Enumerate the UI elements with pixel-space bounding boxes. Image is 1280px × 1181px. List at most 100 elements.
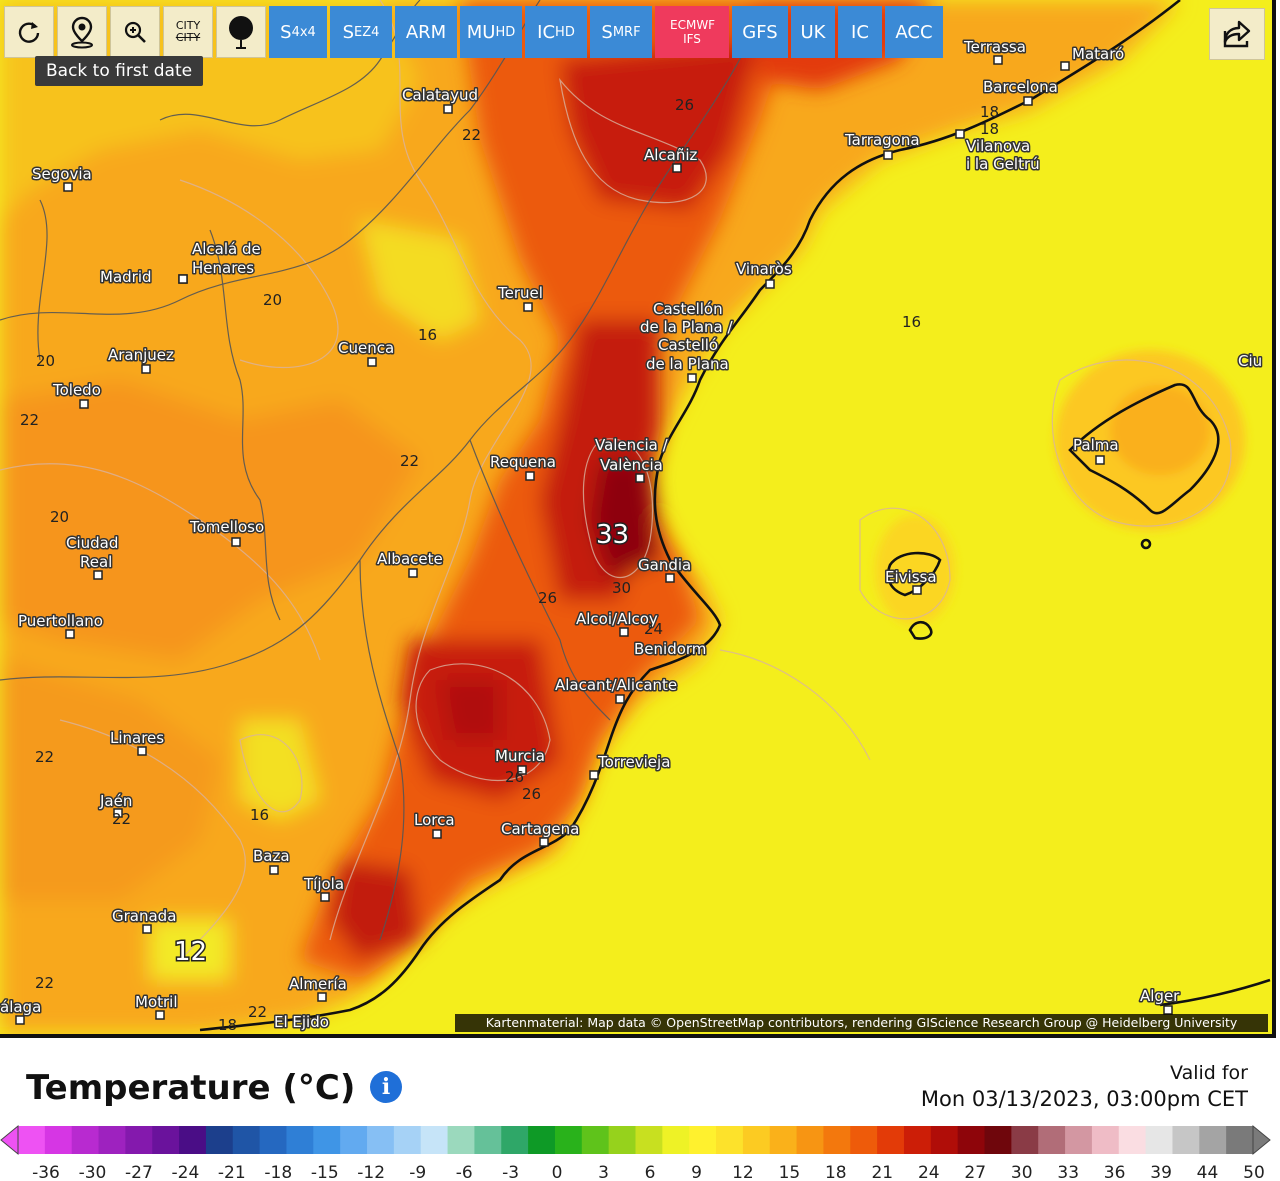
city-marker — [432, 829, 442, 839]
color-scale-band — [125, 1126, 153, 1154]
color-scale-band — [286, 1126, 314, 1154]
city-marker — [672, 163, 682, 173]
color-scale-band — [1172, 1126, 1200, 1154]
scale-tick-label: -21 — [218, 1163, 246, 1181]
city-label: Gandia — [638, 556, 691, 574]
model-button-label: ARM — [405, 21, 447, 43]
city-label: Motril — [135, 993, 178, 1011]
scale-tick-label: -6 — [456, 1163, 473, 1181]
color-scale-band — [393, 1126, 422, 1154]
color-scale-band — [420, 1126, 449, 1154]
model-button-arm[interactable]: ARM — [395, 6, 457, 58]
temperature-map-canvas[interactable]: Terrassa Mataró Barcelona Tarragona Vilanova… — [0, 0, 1272, 1034]
isotherm-label: 22 — [248, 1003, 267, 1021]
isotherm-label: 26 — [505, 768, 524, 786]
city-marker — [443, 104, 453, 114]
zoom-button[interactable] — [110, 6, 160, 58]
model-button-uk[interactable]: UK — [791, 6, 835, 58]
color-scale-band — [796, 1126, 825, 1154]
scale-tick-label: -3 — [502, 1163, 519, 1181]
city-layer: Terrassa Mataró Barcelona Tarragona Vilanova… — [0, 37, 1264, 1033]
city-marker — [1163, 1005, 1173, 1015]
color-scale-band — [447, 1126, 476, 1154]
city-marker — [320, 892, 330, 902]
city-label: Mataró — [1072, 45, 1124, 63]
color-scale-band — [769, 1126, 798, 1154]
model-button-label: S — [601, 21, 613, 43]
isotherm-label: 22 — [20, 411, 39, 429]
model-button-gfs[interactable]: GFS — [732, 6, 788, 58]
city-label: i la Geltrú — [966, 155, 1040, 173]
isotherm-label: 18 — [218, 1016, 237, 1034]
color-scale-band — [1091, 1126, 1120, 1154]
point-button[interactable] — [216, 6, 266, 58]
color-scale-band — [581, 1126, 610, 1154]
isotherm-label: 22 — [112, 810, 131, 828]
city-label: Aranjuez — [108, 346, 174, 364]
city-label: Eivissa — [885, 568, 937, 586]
city-label: Tíjola — [303, 875, 344, 893]
isotherm-label: 22 — [400, 452, 419, 470]
city-label: Vinaròs — [736, 260, 792, 278]
isotherm-label: 16 — [250, 806, 269, 824]
toolbar: CITY CITY S 4x4 S EZ4 ARM MU HD IC HD S MRF ECMWF I… — [4, 6, 943, 58]
model-button-ic-hd[interactable]: IC HD — [525, 6, 587, 58]
city-marker — [137, 746, 147, 756]
city-label: Alacant/Alicante — [555, 676, 677, 694]
scale-tick-label: -24 — [172, 1163, 200, 1181]
info-icon[interactable]: i — [370, 1071, 402, 1103]
city-label: València — [600, 456, 663, 474]
model-button-ic[interactable]: IC — [838, 6, 882, 58]
model-button-label: MU — [466, 21, 496, 43]
city-label: El Ejido — [274, 1013, 329, 1031]
model-button-label: IC — [537, 21, 556, 43]
model-button-ecmwf-ifs[interactable]: ECMWF IFS — [655, 6, 729, 58]
isotherm-label: 26 — [522, 785, 541, 803]
model-button-acc[interactable]: ACC — [885, 6, 943, 58]
color-scale-band — [528, 1126, 556, 1154]
model-button-sublabel: 4x4 — [291, 24, 316, 40]
scale-tick-label: 21 — [871, 1163, 893, 1181]
city-marker — [408, 568, 418, 578]
color-scale-band — [635, 1126, 663, 1154]
model-button-s-4x4[interactable]: S 4x4 — [269, 6, 327, 58]
zoom-in-icon — [124, 21, 146, 43]
city-toggle-button[interactable]: CITY CITY — [163, 6, 213, 58]
color-scale-band — [152, 1126, 180, 1154]
extrema-layer: 33 12 — [173, 519, 631, 969]
isotherm-label: 30 — [612, 579, 631, 597]
city-marker — [317, 992, 327, 1002]
color-scale-ticks: -36 -30 -27 -24 -21 -18 -15 -12 -9 -6 -3 0 3 6 9 12 15 18… — [32, 1163, 1265, 1181]
isotherm-lines — [0, 0, 1232, 961]
city-label: Segovia — [32, 165, 92, 183]
city-marker — [141, 364, 151, 374]
city-label: Granada — [112, 907, 176, 925]
color-scale-band — [1065, 1126, 1093, 1154]
reload-button[interactable] — [4, 6, 54, 58]
city-marker — [79, 399, 89, 409]
color-scale-band — [340, 1126, 368, 1154]
city-label: Ciudad — [66, 534, 118, 552]
location-button[interactable] — [57, 6, 107, 58]
forecast-map[interactable]: Terrassa Mataró Barcelona Tarragona Vilanova… — [0, 0, 1276, 1038]
color-scale-band — [1199, 1126, 1227, 1154]
model-button-mu-hd[interactable]: MU HD — [460, 6, 522, 58]
model-button-label: ECMWF IFS — [670, 18, 716, 46]
scale-tick-label: -30 — [79, 1163, 107, 1181]
model-button-s-mrf[interactable]: S MRF — [590, 6, 652, 58]
model-button-s-ez4[interactable]: S EZ4 — [330, 6, 392, 58]
scale-tick-label: 6 — [645, 1163, 656, 1181]
city-label: Vilanova — [966, 137, 1030, 155]
city-marker — [231, 537, 241, 547]
city-label: Terrassa — [963, 38, 1026, 56]
color-scale: -36 -30 -27 -24 -21 -18 -15 -12 -9 -6 -3 0 3 6 9 12 15 18… — [0, 1124, 1271, 1181]
color-scale-band — [1118, 1126, 1147, 1154]
city-marker — [635, 473, 645, 483]
isotherm-label: 26 — [675, 96, 694, 114]
city-label: Teruel — [497, 284, 543, 302]
share-button[interactable] — [1209, 8, 1265, 60]
city-marker — [1060, 61, 1070, 71]
city-label: Calatayud — [402, 86, 478, 104]
isotherm-label: 16 — [418, 326, 437, 344]
model-button-label: S — [342, 21, 355, 43]
